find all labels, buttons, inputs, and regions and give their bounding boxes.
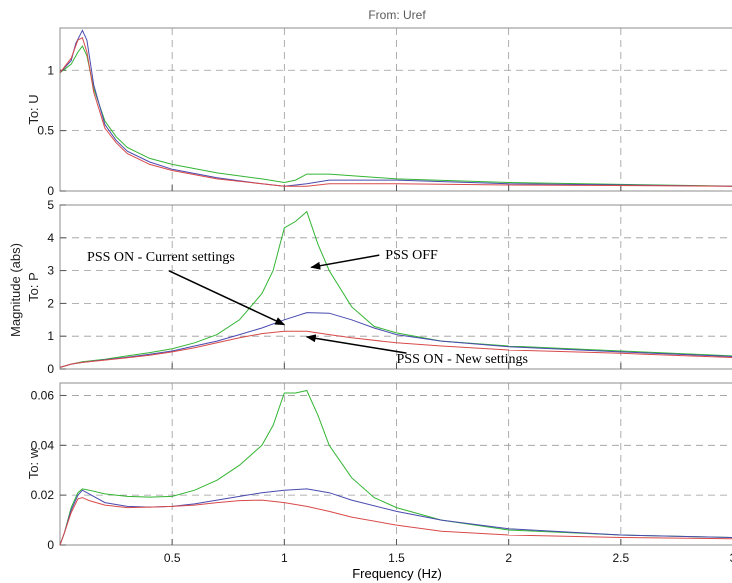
y-tick-label: 0.02 [31,488,55,502]
series-line-green [59,389,732,546]
x-axis-label: Frequency (Hz) [352,566,442,581]
x-tick-label: 1 [281,551,288,565]
series-line-blue [59,488,732,546]
x-tick-label: 1.5 [388,551,405,565]
series-line-green [59,45,732,187]
annotation-arrow [305,334,407,354]
y-tick-label: 0.06 [31,388,55,402]
annotation-label: PSS OFF [385,248,438,263]
y-tick-label: 0 [47,362,54,376]
y-tick-label: 1 [47,63,54,77]
y-tick-label: 0.04 [31,438,55,452]
x-tick-label: 2 [505,551,512,565]
annotation-arrow [168,270,286,326]
y-tick-label: 0.5 [37,124,54,138]
x-tick-label: 2.5 [612,551,629,565]
figure-title: From: Uref [368,8,426,22]
x-tick-label: 0.5 [164,551,181,565]
axes-frame [59,27,732,192]
series-line-blue [59,29,732,187]
subplot-1: 0 0.5 1 To: U [26,27,732,198]
plot-layer: 0 0.5 1 To: U 0 1 2 3 4 5 To: P PSS OFF PSS ON - Cur… [26,27,732,565]
annotation-arrow [310,254,380,270]
subplot-ylabel: To: U [26,94,41,124]
subplot-ylabel: To: w [26,448,41,479]
y-tick-label: 0 [47,538,54,552]
axes-frame [59,382,732,546]
x-tick-label: 3 [730,551,732,565]
y-tick-label: 5 [47,198,54,212]
y-axis-label: Magnitude (abs) [8,243,23,337]
series-line-red [59,497,732,546]
y-tick-label: 4 [47,231,54,245]
subplot-3: 0 0.02 0.04 0.06 To: w [26,382,732,552]
subplot-2: 0 1 2 3 4 5 To: P PSS OFF PSS ON - Current setti… [26,198,732,376]
y-tick-label: 3 [47,264,54,278]
axes-frame [59,204,732,370]
y-tick-label: 1 [47,329,54,343]
series-line-green [59,210,732,368]
series-line-red [59,36,732,187]
subplot-ylabel: To: P [26,272,41,302]
annotation-label: PSS ON - New settings [397,352,528,367]
y-tick-label: 2 [47,296,54,310]
y-tick-label: 0 [47,184,54,198]
annotation-label: PSS ON - Current settings [87,250,235,265]
series-line-red [59,330,732,368]
